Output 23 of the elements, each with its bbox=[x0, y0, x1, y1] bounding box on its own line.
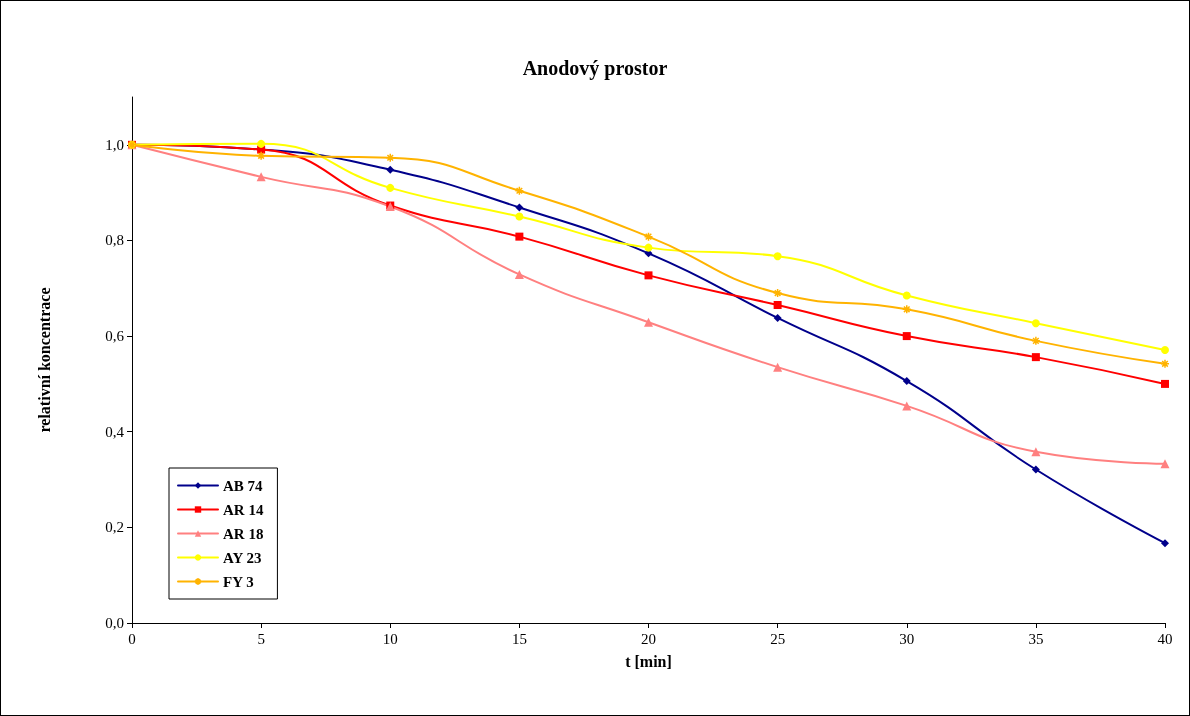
y-tick-label: 1,0 bbox=[105, 136, 124, 153]
x-tick-label: 20 bbox=[641, 630, 656, 647]
x-axis-title: t [min] bbox=[625, 652, 672, 670]
legend-label: AR 18 bbox=[223, 525, 264, 542]
x-tick-label: 15 bbox=[511, 630, 527, 647]
x-tick-label: 25 bbox=[770, 630, 786, 647]
x-tick-label: 10 bbox=[382, 630, 398, 647]
x-tick-label: 35 bbox=[1028, 630, 1044, 647]
legend-label: AR 14 bbox=[223, 501, 264, 518]
y-tick-label: 0,6 bbox=[105, 328, 125, 345]
y-tick-label: 0,0 bbox=[105, 615, 124, 631]
y-tick-label: 0,4 bbox=[105, 423, 125, 440]
y-tick-label: 0,2 bbox=[105, 519, 124, 536]
y-tick-label: 0,8 bbox=[105, 232, 124, 249]
y-axis-title: relativní koncentrace bbox=[35, 287, 53, 433]
legend-label: AB 74 bbox=[223, 477, 264, 494]
legend-label: AY 23 bbox=[223, 549, 262, 566]
x-tick-label: 40 bbox=[1157, 630, 1173, 647]
legend-label: FY 3 bbox=[223, 573, 254, 590]
x-tick-label: 5 bbox=[257, 630, 265, 647]
x-tick-label: 0 bbox=[128, 630, 136, 647]
x-tick-label: 30 bbox=[899, 630, 915, 647]
chart-title: Anodový prostor bbox=[522, 57, 668, 80]
